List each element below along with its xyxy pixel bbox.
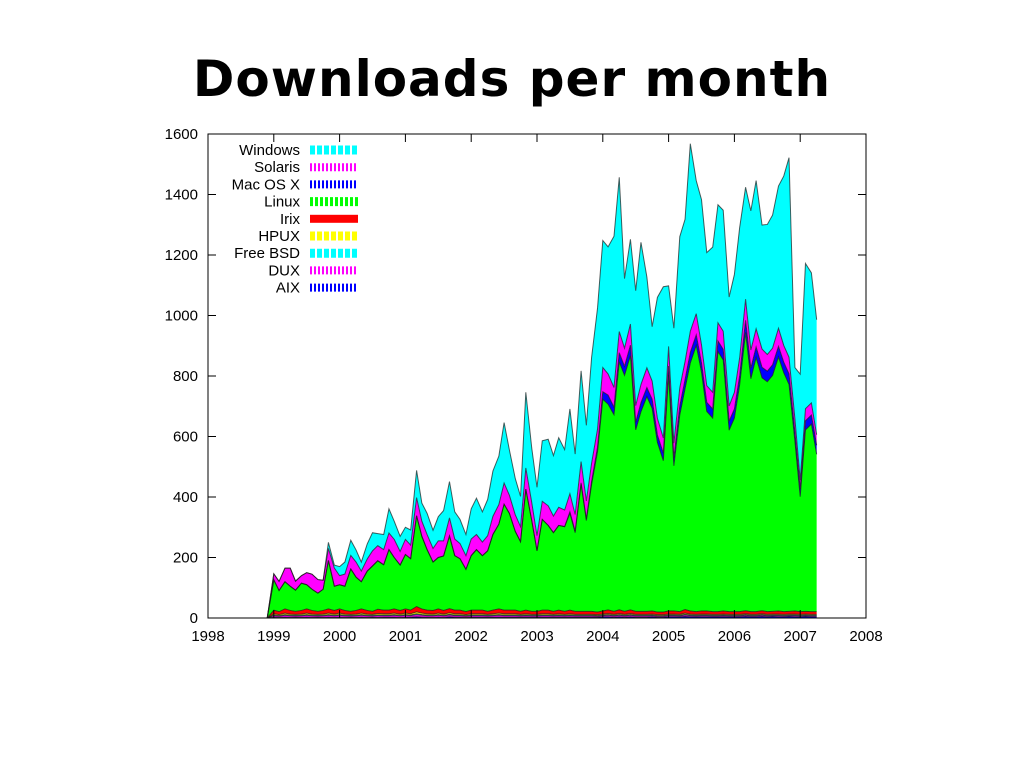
area-solaris [267,299,817,618]
y-tick-label: 0 [190,610,198,627]
y-tick-label: 1400 [165,187,198,204]
legend-label: Mac OS X [232,176,300,193]
x-tick-label: 2000 [323,628,356,645]
legend-item-aix: AIX [276,280,358,297]
legend-item-dux: DUX [268,262,358,279]
x-tick-label: 2003 [520,628,553,645]
legend-item-solaris: Solaris [254,159,358,176]
outline-aix [267,615,817,619]
legend-label: Linux [264,194,300,211]
y-tick-label: 400 [173,489,198,506]
area-linux [267,332,817,618]
y-axis: 0 200 400 600 800 1000 1200 1400 1600 [165,126,866,627]
y-tick-label: 1000 [165,308,198,325]
chart-outlines [266,143,818,619]
legend-label: Solaris [254,159,300,176]
legend-swatch [310,214,358,223]
x-tick-label: 2008 [849,628,882,645]
outline-irix [266,605,817,619]
outline-dux [267,614,817,619]
legend-item-windows: Windows [239,142,358,159]
x-axis: 1998 1999 2000 2001 2002 2003 2004 2005 2006 2007… [191,134,883,645]
x-tick-label: 2002 [455,628,488,645]
legend-label: Irix [280,211,300,228]
legend-label: Free BSD [234,245,300,262]
y-tick-label: 800 [173,368,198,385]
x-tick-label: 1999 [257,628,290,645]
x-tick-label: 2007 [784,628,817,645]
x-tick-label: 2004 [586,628,619,645]
legend-label: DUX [268,262,300,279]
y-tick-label: 1200 [165,247,198,264]
outline-windows [266,143,818,619]
legend-item-free-bsd: Free BSD [234,245,358,262]
x-tick-label: 1998 [191,628,224,645]
y-tick-label: 200 [173,550,198,567]
slide-title: Downloads per month [192,50,832,108]
x-tick-label: 2006 [718,628,751,645]
legend-item-linux: Linux [264,194,358,211]
y-tick-label: 1600 [165,126,198,143]
legend-label: Windows [239,142,300,159]
legend-item-irix: Irix [280,211,358,228]
outline-hpux [266,611,817,619]
outline-free-bsd [267,613,817,619]
outline-solaris [266,299,818,619]
x-tick-label: 2005 [652,628,685,645]
legend-item-hpux: HPUX [258,228,358,245]
legend-label: HPUX [258,228,300,245]
outline-mac-os-x [266,320,818,619]
y-tick-label: 600 [173,429,198,446]
legend-item-mac-os-x: Mac OS X [232,176,358,193]
x-tick-label: 2001 [389,628,422,645]
area-windows [267,143,817,618]
legend-label: AIX [276,280,300,297]
